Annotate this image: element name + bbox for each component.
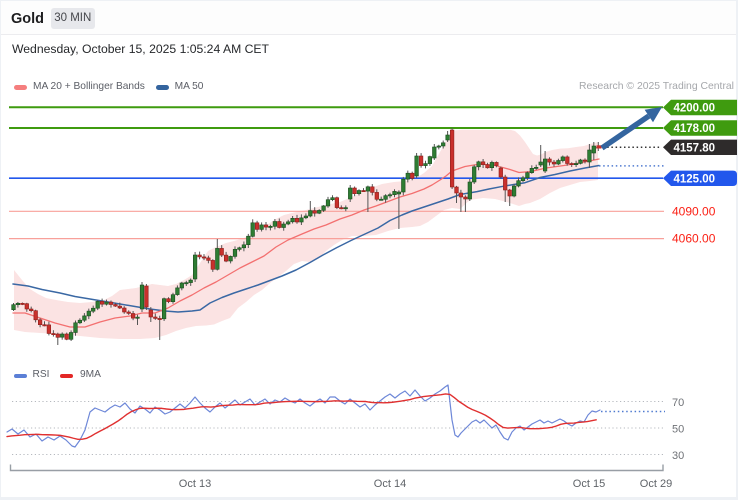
svg-text:50: 50: [672, 424, 684, 436]
svg-text:4090.00: 4090.00: [672, 204, 716, 218]
svg-text:Oct 29: Oct 29: [640, 478, 672, 490]
svg-text:4060.00: 4060.00: [672, 232, 716, 246]
svg-text:4200.00: 4200.00: [674, 103, 716, 115]
svg-text:70: 70: [672, 397, 684, 409]
svg-text:4178.00: 4178.00: [674, 123, 716, 135]
svg-text:4125.00: 4125.00: [674, 173, 716, 185]
svg-text:4157.80: 4157.80: [674, 142, 716, 154]
svg-text:30: 30: [672, 450, 684, 462]
svg-text:Oct 13: Oct 13: [179, 478, 211, 490]
svg-text:Oct 15: Oct 15: [573, 478, 605, 490]
svg-text:Oct 14: Oct 14: [374, 478, 406, 490]
